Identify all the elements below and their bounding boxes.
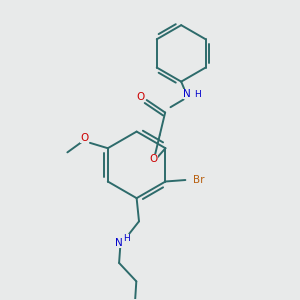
Text: N: N (183, 89, 190, 99)
Text: H: H (194, 90, 201, 99)
Text: O: O (136, 92, 144, 101)
Text: H: H (123, 234, 130, 243)
Text: N: N (115, 238, 123, 248)
Text: O: O (80, 133, 88, 142)
Text: O: O (150, 154, 158, 164)
Text: Br: Br (193, 175, 205, 185)
